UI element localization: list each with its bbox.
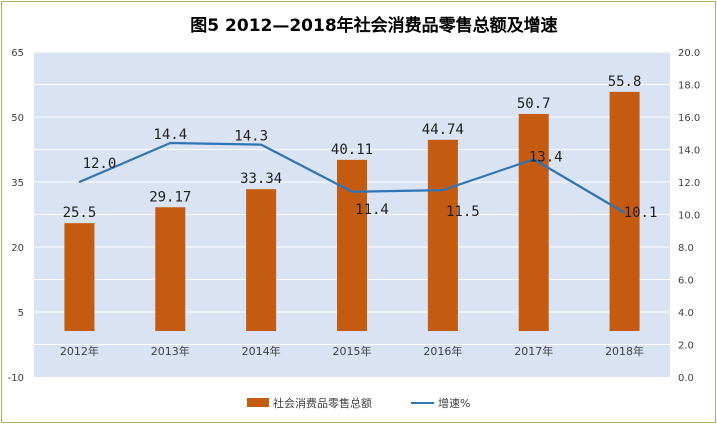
bar (427, 139, 458, 331)
line-point (442, 189, 444, 191)
left-axis-tick-label: 35 (11, 178, 24, 189)
legend-bar-label: 社会消费品零售总额 (273, 396, 372, 410)
line-data-label: 11.5 (446, 204, 480, 220)
line-point (623, 212, 626, 214)
bar (609, 91, 640, 331)
right-axis-tick-label: 12.0 (678, 178, 700, 189)
right-axis-tick-label: 6.0 (678, 276, 694, 287)
bar (337, 159, 367, 331)
line-series (78, 141, 626, 214)
left-axis-tick-label: -10 (8, 373, 24, 384)
legend: 社会消费品零售总额 增速% (247, 396, 470, 410)
legend-bar-swatch (247, 398, 269, 407)
left-axis-tick-label: 20 (11, 243, 24, 254)
right-axis-tick-label: 20.0 (678, 48, 700, 59)
category-label: 2015年 (333, 344, 372, 358)
left-y-axis: -10 5 20 35 50 65 (8, 48, 24, 384)
bar-data-label: 40.11 (331, 142, 373, 158)
line-point (532, 158, 535, 161)
bar-data-label: 25.5 (63, 205, 97, 221)
line-data-label: 11.4 (355, 202, 389, 218)
right-axis-tick-label: 4.0 (678, 308, 694, 319)
category-label: 2013年 (151, 344, 190, 358)
bar (64, 223, 95, 331)
bar-data-labels: 25.5 29.17 33.34 40.11 44.74 50.7 55.8 (63, 74, 642, 221)
bar-data-label: 50.7 (517, 96, 551, 112)
bar (246, 189, 277, 331)
bar-data-label: 44.74 (422, 122, 464, 138)
line-point (169, 142, 172, 144)
right-axis-tick-label: 2.0 (678, 341, 694, 352)
bar-series (64, 91, 640, 331)
right-axis-tick-label: 0.0 (678, 373, 694, 384)
category-label: 2018年 (605, 344, 644, 358)
bar-data-label: 55.8 (608, 74, 642, 90)
right-axis-tick-label: 14.0 (678, 146, 700, 157)
category-label: 2016年 (423, 344, 462, 358)
left-axis-tick-label: 50 (11, 113, 24, 124)
bar (518, 113, 549, 331)
right-axis-tick-label: 10.0 (678, 211, 700, 222)
left-axis-tick-label: 65 (11, 48, 24, 59)
line-data-label: 14.4 (153, 127, 187, 143)
bar-data-label: 33.34 (240, 171, 282, 187)
category-label: 2014年 (242, 344, 281, 358)
category-label: 2012年 (60, 344, 99, 358)
right-y-axis: 0.0 2.0 4.0 6.0 8.0 10.0 12.0 14.0 16.0 18.0 20.0 (678, 48, 700, 384)
line-data-label: 10.1 (624, 205, 658, 221)
x-axis-categories: 2012年 2013年 2014年 2015年 2016年 2017年 2018年 (60, 344, 644, 358)
line-data-label: 14.3 (234, 129, 268, 145)
left-axis-tick-label: 5 (18, 308, 24, 319)
category-label: 2017年 (514, 344, 553, 358)
line-data-label: 13.4 (529, 149, 563, 165)
line-point (78, 181, 81, 183)
chart-title: 图5 2012—2018年社会消费品零售总额及增速 (190, 15, 557, 36)
line-data-labels: 12.0 14.4 14.3 11.4 11.5 13.4 10.1 (83, 127, 658, 221)
line-point (260, 143, 262, 146)
right-axis-tick-label: 16.0 (678, 113, 700, 124)
bar (155, 207, 186, 331)
bar-data-label: 29.17 (149, 189, 191, 205)
right-axis-tick-label: 18.0 (678, 81, 700, 92)
right-axis-tick-label: 8.0 (678, 243, 694, 254)
line-point (351, 190, 353, 193)
line-data-label: 12.0 (83, 156, 117, 172)
legend-line-label: 增速% (438, 396, 470, 410)
